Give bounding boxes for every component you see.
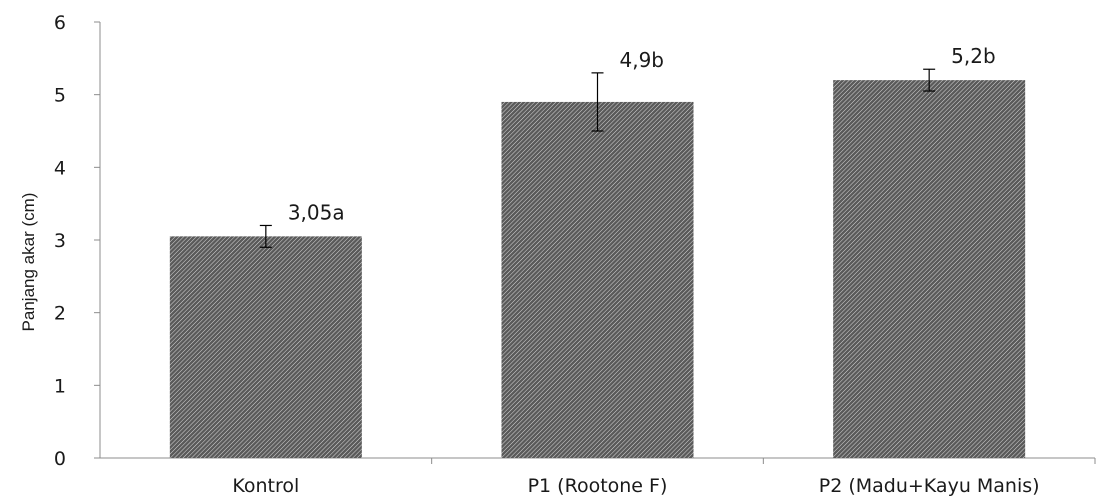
data-label: 4,9b xyxy=(620,48,665,72)
x-category-labels: Kontrol P1 (Rootone F) P2 (Madu+Kayu Manis… xyxy=(232,458,1096,497)
data-label: 5,2b xyxy=(951,44,996,68)
y-tick-label: 5 xyxy=(54,85,66,107)
y-tick-label: 1 xyxy=(54,375,66,397)
y-tick-label: 4 xyxy=(54,157,66,179)
error-bars xyxy=(259,68,936,248)
y-tick-label: 2 xyxy=(54,303,66,325)
bar xyxy=(169,236,362,458)
bars xyxy=(169,80,1026,458)
y-tick-label: 0 xyxy=(54,448,66,470)
data-label: 3,05a xyxy=(288,200,345,224)
y-ticks: 0 1 2 3 4 5 6 xyxy=(54,12,100,470)
bar xyxy=(501,101,694,458)
y-tick-label: 3 xyxy=(54,230,66,252)
x-category-label: Kontrol xyxy=(232,475,299,497)
x-category-label: P1 (Rootone F) xyxy=(528,475,668,497)
data-labels: 3,05a 4,9b 5,2b xyxy=(288,44,996,224)
x-category-label: P2 (Madu+Kayu Manis) xyxy=(819,475,1040,497)
y-axis-title-group: Panjang akar (cm) xyxy=(19,193,38,332)
y-tick-label: 6 xyxy=(54,12,66,34)
bar xyxy=(833,80,1026,458)
y-axis-title: Panjang akar (cm) xyxy=(19,193,38,332)
